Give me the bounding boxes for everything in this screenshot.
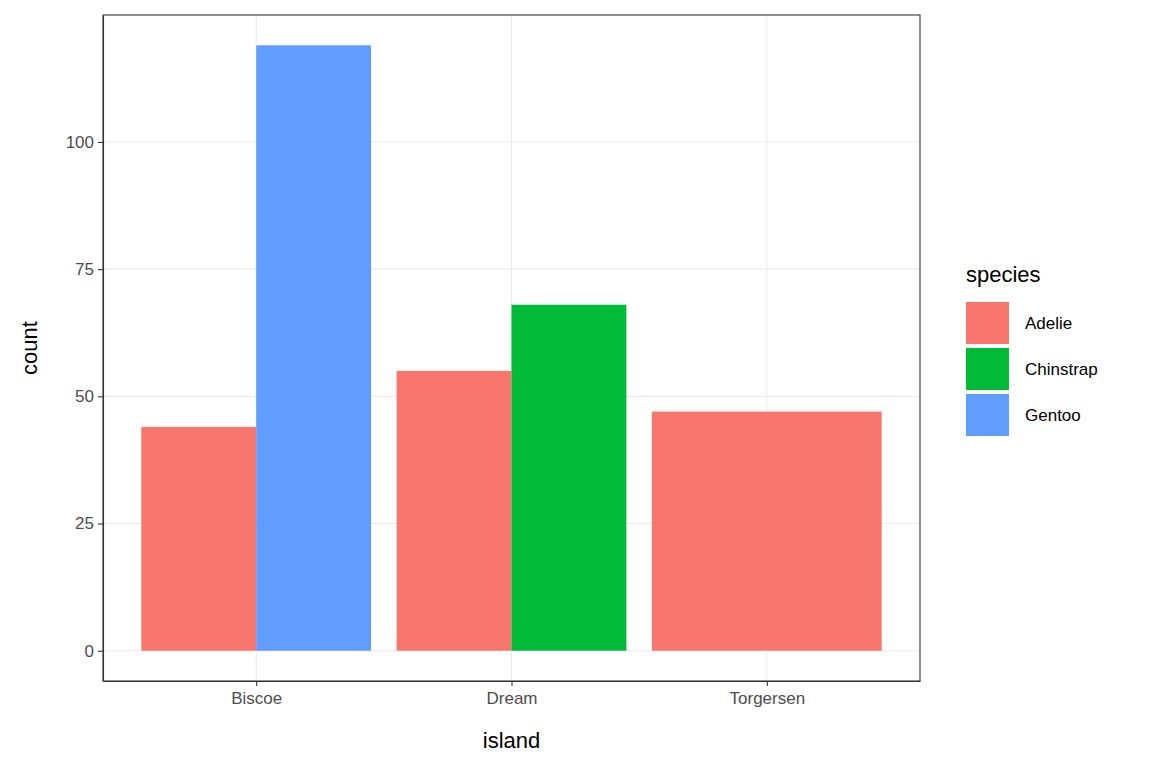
chart-svg: 0 25 50 75 100 Biscoe Dream Torgersen island coun…	[0, 0, 1152, 768]
bar	[397, 371, 512, 651]
x-tick-label: Dream	[486, 689, 537, 708]
legend-key	[966, 394, 1009, 436]
y-tick-mark	[98, 142, 103, 143]
bar	[512, 305, 627, 651]
y-tick-mark	[98, 523, 103, 524]
legend-key	[966, 302, 1009, 344]
y-tick-label: 25	[75, 514, 94, 533]
x-tick: Dream	[486, 681, 537, 708]
legend: species Adelie Chinstrap Gentoo	[966, 262, 1098, 436]
legend-label: Chinstrap	[1025, 360, 1098, 379]
x-tick-label: Torgersen	[730, 689, 806, 708]
bar	[652, 412, 882, 651]
y-tick-label: 100	[66, 133, 94, 152]
panel-border	[103, 15, 920, 681]
y-axis-title: count	[17, 321, 42, 375]
y-tick: 100	[66, 133, 103, 152]
x-tick-label: Biscoe	[231, 689, 282, 708]
legend-title: species	[966, 262, 1041, 287]
panel-background	[103, 15, 920, 681]
x-axis: Biscoe Dream Torgersen	[104, 681, 921, 708]
legend-key	[966, 348, 1009, 390]
y-tick-mark	[98, 651, 103, 652]
x-tick: Biscoe	[231, 681, 282, 708]
x-tick-mark	[767, 681, 768, 686]
x-tick: Torgersen	[730, 681, 806, 708]
legend-label: Adelie	[1025, 314, 1072, 333]
y-tick: 0	[85, 642, 103, 661]
y-axis: 0 25 50 75 100	[66, 16, 104, 682]
y-tick: 50	[75, 387, 103, 406]
x-tick-mark	[256, 681, 257, 686]
y-tick-mark	[98, 269, 103, 270]
y-tick: 25	[75, 514, 103, 533]
y-tick: 75	[75, 260, 103, 279]
grid	[103, 15, 920, 681]
y-tick-label: 75	[75, 260, 94, 279]
x-tick-mark	[511, 681, 512, 686]
y-tick-label: 0	[85, 642, 94, 661]
y-tick-label: 50	[75, 387, 94, 406]
y-tick-mark	[98, 396, 103, 397]
x-axis-title: island	[483, 728, 540, 753]
bars	[141, 45, 881, 650]
bar	[141, 427, 256, 651]
legend-label: Gentoo	[1025, 406, 1081, 425]
bar	[256, 45, 371, 650]
